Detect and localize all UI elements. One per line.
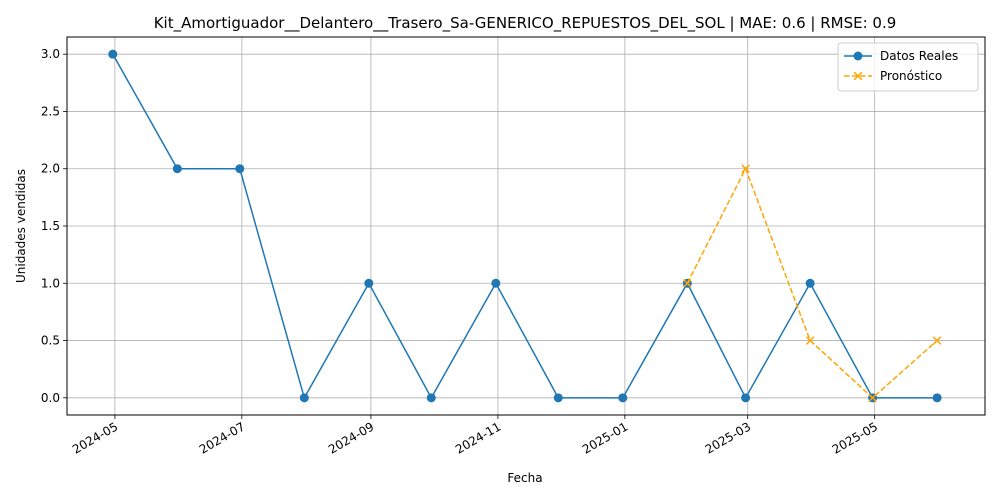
legend-entry-forecast: Pronóstico [844, 69, 942, 83]
data-point-actual [108, 49, 118, 59]
y-tick-label: 0.5 [41, 334, 60, 348]
y-tick-label: 3.0 [41, 47, 60, 61]
data-point-actual [932, 393, 942, 403]
legend-box [837, 42, 979, 92]
grid-layer [67, 37, 985, 415]
series-line-actual [112, 53, 938, 400]
data-point-forecast [741, 164, 750, 174]
data-point-actual [172, 164, 182, 174]
y-tick-label: 1.0 [41, 276, 60, 290]
data-point-actual [299, 393, 309, 403]
data-point-forecast [932, 336, 942, 345]
y-axis-ticks: 0.0 0.5 1.0 1.5 2.0 2.5 3.0 [41, 47, 67, 405]
data-point-actual [741, 393, 751, 403]
y-axis-label: Unidades vendidas [14, 169, 28, 283]
legend-label-forecast: Pronóstico [880, 69, 942, 83]
data-point-forecast [682, 278, 692, 288]
data-point-forecast [805, 336, 815, 345]
data-point-actual [491, 278, 501, 288]
chart-title: Kit_Amortiguador__Delantero__Trasero_Sa-… [154, 14, 897, 33]
data-point-actual [426, 393, 436, 403]
data-point-actual [805, 278, 815, 288]
legend: Datos Reales Pronóstico [837, 42, 979, 92]
y-tick-label: 2.0 [41, 162, 60, 176]
legend-entry-actual: Datos Reales [844, 49, 958, 63]
legend-marker-forecast [853, 71, 863, 81]
series-layer [108, 49, 942, 403]
data-point-actual [553, 393, 563, 403]
data-point-actual [364, 278, 374, 288]
y-tick-label: 2.5 [41, 104, 60, 118]
data-point-forecast [868, 393, 877, 403]
x-axis-label: Fecha [507, 471, 542, 485]
y-tick-label: 1.5 [41, 219, 60, 233]
data-point-actual [235, 164, 245, 174]
y-tick-label: 0.0 [41, 391, 60, 405]
legend-marker-actual [853, 51, 863, 61]
data-point-actual [618, 393, 628, 403]
legend-label-actual: Datos Reales [880, 49, 958, 63]
